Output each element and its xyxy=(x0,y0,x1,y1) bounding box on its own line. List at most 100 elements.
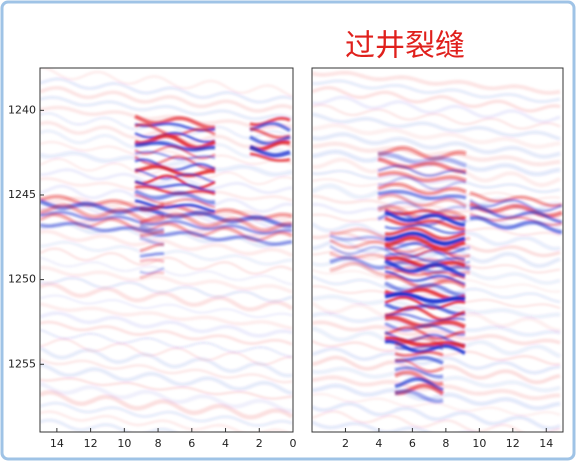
seismic-stroke xyxy=(40,129,293,158)
seismic-stroke xyxy=(40,302,293,330)
seismic-stroke xyxy=(134,189,216,205)
seismic-stroke xyxy=(40,150,293,177)
seismic-image xyxy=(312,70,563,432)
x-tick-label: 14 xyxy=(539,437,553,450)
seismic-stroke xyxy=(40,240,293,266)
seismic-stroke xyxy=(394,377,444,392)
x-tick-label: 10 xyxy=(472,437,486,450)
seismic-stroke xyxy=(329,238,471,259)
seismic-stroke xyxy=(377,151,467,168)
seismic-stroke xyxy=(312,169,561,194)
x-tick-label: 8 xyxy=(442,437,449,450)
seismic-stroke xyxy=(40,358,293,384)
seismic-stroke xyxy=(140,207,165,218)
seismic-stroke xyxy=(40,77,293,104)
seismic-stroke xyxy=(40,311,293,338)
seismic-stroke xyxy=(377,157,467,174)
seismic-stroke xyxy=(40,203,293,233)
x-tick-label: 0 xyxy=(290,437,297,450)
seismic-stroke xyxy=(139,214,165,225)
seismic-stroke xyxy=(40,390,293,420)
seismic-stroke xyxy=(312,366,561,393)
seismic-stroke xyxy=(139,243,164,253)
seismic-stroke xyxy=(40,168,293,195)
x-tick-label: 12 xyxy=(506,437,520,450)
seismic-stroke xyxy=(139,252,164,258)
seismic-stroke xyxy=(40,140,293,166)
seismic-stroke xyxy=(394,370,444,387)
seismic-stroke xyxy=(40,229,293,258)
seismic-stroke xyxy=(249,127,291,140)
annotation: 过井裂缝 xyxy=(345,29,465,64)
x-tick-label: 6 xyxy=(409,437,416,450)
seismic-stroke xyxy=(139,271,165,279)
seismic-stroke xyxy=(40,410,290,432)
seismic-stroke xyxy=(378,176,467,191)
seismic-stroke xyxy=(40,418,178,432)
seismic-stroke xyxy=(312,123,561,149)
seismic-stroke xyxy=(384,266,466,280)
seismic-stroke xyxy=(384,336,466,349)
seismic-stroke xyxy=(40,381,293,414)
seismic-stroke xyxy=(249,121,291,133)
seismic-stroke xyxy=(384,312,466,323)
seismic-stroke xyxy=(312,85,561,113)
seismic-stroke xyxy=(40,85,293,113)
seismic-stroke xyxy=(384,226,466,241)
seismic-stroke xyxy=(40,204,293,232)
seismic-stroke xyxy=(134,194,216,209)
y-tick-label: 1245 xyxy=(8,188,36,201)
seismic-stroke xyxy=(312,320,561,346)
seismic-stroke xyxy=(312,79,561,104)
y-tick-label: 1240 xyxy=(8,103,36,116)
seismic-stroke xyxy=(384,325,466,341)
seismic-stroke xyxy=(249,145,291,158)
x-tick-label: 2 xyxy=(256,437,263,450)
seismic-stroke xyxy=(469,206,563,224)
x-tick-label: 6 xyxy=(188,437,195,450)
seismic-stroke xyxy=(384,235,466,252)
seismic-stroke xyxy=(469,198,563,213)
x-tick-label: 4 xyxy=(222,437,229,450)
seismic-stroke xyxy=(40,338,293,366)
seismic-stroke xyxy=(134,145,216,160)
seismic-stroke xyxy=(312,132,561,159)
seismic-stroke xyxy=(139,230,165,238)
seismic-stroke xyxy=(384,252,466,263)
x-tick-label: 2 xyxy=(342,437,349,450)
seismic-stroke xyxy=(312,401,561,431)
seismic-stroke xyxy=(134,150,216,161)
seismic-stroke xyxy=(312,420,477,432)
seismic-stroke xyxy=(384,305,466,321)
y-tick-label: 1255 xyxy=(8,357,36,370)
seismic-stroke xyxy=(40,282,293,312)
seismic-stroke xyxy=(40,294,293,319)
seismic-stroke xyxy=(377,145,467,161)
seismic-stroke xyxy=(384,258,466,278)
seismic-stroke xyxy=(40,177,293,202)
seismic-stroke xyxy=(312,410,561,432)
seismic-stroke xyxy=(40,401,293,427)
seismic-stroke xyxy=(40,256,293,286)
seismic-stroke xyxy=(312,141,561,167)
seismic-stroke xyxy=(134,131,216,143)
seismic-stroke xyxy=(377,182,467,196)
seismic-stroke xyxy=(377,164,467,178)
seismic-stroke xyxy=(40,377,293,400)
seismic-stroke xyxy=(249,135,291,146)
seismic-stroke xyxy=(40,247,293,275)
seismic-stroke xyxy=(384,291,466,304)
x-tick-label: 4 xyxy=(375,437,382,450)
seismic-stroke xyxy=(329,234,471,251)
seismic-stroke xyxy=(384,216,466,231)
seismic-stroke xyxy=(40,105,293,130)
seismic-stroke xyxy=(40,320,293,346)
seismic-stroke xyxy=(469,191,563,208)
seismic-stroke xyxy=(377,200,467,214)
x-tick-label: 8 xyxy=(155,437,162,450)
seismic-stroke xyxy=(134,114,216,130)
x-tick-label: 14 xyxy=(50,437,64,450)
seismic-stroke xyxy=(40,328,293,358)
seismic-stroke xyxy=(40,68,293,98)
